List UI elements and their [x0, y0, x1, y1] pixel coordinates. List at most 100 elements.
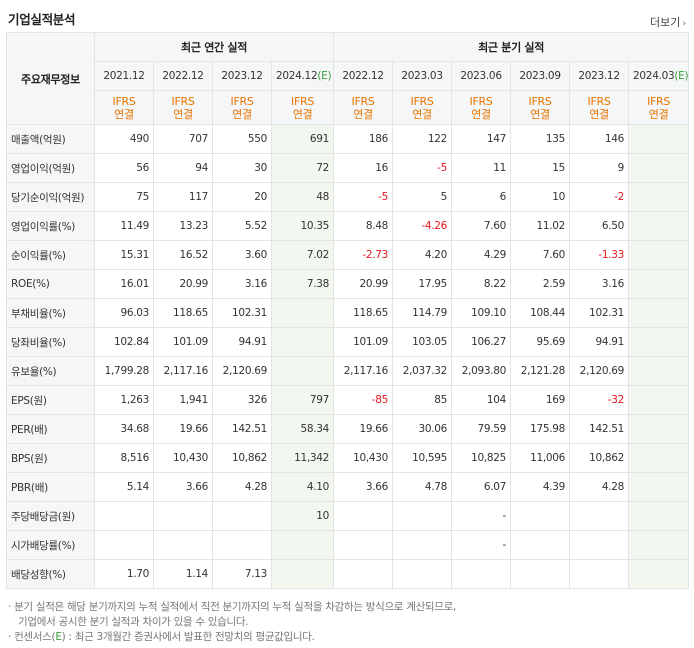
value-cell: 58.34: [270, 414, 335, 444]
table-row: BPS(원) 8,516 10,430 10,862 11,342 10,430 10,59…: [6, 443, 690, 473]
value-cell: 707: [153, 124, 213, 154]
value-cell: 15.31: [94, 240, 154, 270]
value-cell: [569, 501, 630, 531]
financial-table: 주요재무정보 최근 연간 실적 최근 분기 실적 2021.12 2022.12 2…: [6, 32, 690, 589]
value-cell: -5: [392, 153, 453, 183]
row-label: 당좌비율(%): [6, 327, 95, 357]
value-cell: [270, 559, 335, 589]
ifrs-basis-header: IFRS 연결: [270, 90, 335, 125]
value-cell: -1.33: [569, 240, 630, 270]
value-cell: [628, 211, 690, 241]
value-cell: 4.28: [569, 472, 630, 502]
value-cell: 96.03: [94, 298, 154, 328]
value-cell: 11.49: [94, 211, 154, 241]
value-cell: 94.91: [212, 327, 272, 357]
footnote-1-cont: 기업에서 공시한 분기 실적과 차이가 있을 수 있습니다.: [18, 616, 249, 628]
value-cell: 7.13: [212, 559, 272, 589]
value-cell: 11.02: [510, 211, 571, 241]
row-label: 시가배당률(%): [6, 530, 95, 560]
value-cell: [628, 327, 690, 357]
ifrs-basis-header: IFRS 연결: [569, 90, 630, 125]
value-cell: 3.66: [153, 472, 213, 502]
value-cell: 13.23: [153, 211, 213, 241]
table-row: EPS(원) 1,263 1,941 326 797 -85 85 104 169 -32: [6, 385, 690, 415]
value-cell: 146: [569, 124, 630, 154]
value-cell: [153, 501, 213, 531]
value-cell: 2,120.69: [569, 356, 630, 386]
table-row: 매출액(억원) 490 707 550 691 186 122 147 135 146: [6, 124, 690, 154]
value-cell: [628, 356, 690, 386]
value-cell: 102.84: [94, 327, 154, 357]
value-cell: [628, 240, 690, 270]
value-cell: 114.79: [392, 298, 453, 328]
row-label: 영업이익(억원): [6, 153, 95, 183]
quarter-group-header: 최근 분기 실적: [333, 32, 690, 62]
value-cell: 2.59: [510, 269, 571, 299]
value-cell: 19.66: [333, 414, 394, 444]
value-cell: [569, 530, 630, 560]
value-cell: -2: [569, 182, 630, 212]
value-cell: 142.51: [212, 414, 272, 444]
more-link[interactable]: 더보기 ›: [650, 14, 686, 30]
value-cell: 186: [333, 124, 394, 154]
value-cell: 30: [212, 153, 272, 183]
value-cell: 3.66: [333, 472, 394, 502]
value-cell: [628, 153, 690, 183]
footnote-2: · 컨센서스(E) : 최근 3개월간 증권사에서 발표한 전망치의 평균값입니…: [8, 631, 315, 643]
value-cell: [333, 559, 394, 589]
value-cell: 8.48: [333, 211, 394, 241]
value-cell: [628, 124, 690, 154]
value-cell: 16.52: [153, 240, 213, 270]
value-cell: 169: [510, 385, 571, 415]
value-cell: 7.38: [270, 269, 335, 299]
value-cell: 490: [94, 124, 154, 154]
value-cell: [510, 530, 571, 560]
chevron-right-icon: ›: [682, 19, 686, 29]
value-cell: 10,825: [451, 443, 512, 473]
value-cell: 109.10: [451, 298, 512, 328]
value-cell: [451, 559, 512, 589]
value-cell: [628, 472, 690, 502]
row-label: PBR(배): [6, 472, 95, 502]
annual-group-header: 최근 연간 실적: [93, 32, 335, 62]
value-cell: 10,430: [333, 443, 394, 473]
table-row: 영업이익률(%) 11.49 13.23 5.52 10.35 8.48 -4.26 7.60…: [6, 211, 690, 241]
value-cell: 5: [392, 182, 453, 212]
value-cell: 75: [94, 182, 154, 212]
period-header: 2022.12: [153, 61, 213, 91]
value-cell: [270, 356, 335, 386]
row-label: 당기순이익(억원): [6, 182, 95, 212]
value-cell: 6: [451, 182, 512, 212]
period-header: 2023.12: [212, 61, 272, 91]
value-cell: [392, 501, 453, 531]
value-cell: -5: [333, 182, 394, 212]
value-cell: [628, 385, 690, 415]
value-cell: -2.73: [333, 240, 394, 270]
value-cell: -4.26: [392, 211, 453, 241]
ifrs-basis-header: IFRS 연결: [94, 90, 154, 125]
value-cell: [569, 559, 630, 589]
value-cell: 10,595: [392, 443, 453, 473]
value-cell: [628, 269, 690, 299]
table-row: 유보율(%) 1,799.28 2,117.16 2,120.69 2,117.16 2,…: [6, 356, 690, 386]
value-cell: 85: [392, 385, 453, 415]
table-row: 부채비율(%) 96.03 118.65 102.31 118.65 114.79 109.…: [6, 298, 690, 328]
value-cell: 5.52: [212, 211, 272, 241]
value-cell: 79.59: [451, 414, 512, 444]
period-header: 2023.03: [392, 61, 453, 91]
value-cell: 8.22: [451, 269, 512, 299]
footnotes: · 분기 실적은 해당 분기까지의 누적 실적에서 직전 분기까지의 누적 실적…: [8, 600, 456, 645]
value-cell: 118.65: [333, 298, 394, 328]
value-cell: [628, 559, 690, 589]
value-cell: 72: [270, 153, 335, 183]
value-cell: [333, 530, 394, 560]
row-label: 순이익률(%): [6, 240, 95, 270]
value-cell: 11,342: [270, 443, 335, 473]
value-cell: 3.60: [212, 240, 272, 270]
value-cell: 691: [270, 124, 335, 154]
value-cell: -: [451, 501, 512, 531]
row-label: EPS(원): [6, 385, 95, 415]
value-cell: 101.09: [153, 327, 213, 357]
value-cell: 1.14: [153, 559, 213, 589]
value-cell: 11,006: [510, 443, 571, 473]
